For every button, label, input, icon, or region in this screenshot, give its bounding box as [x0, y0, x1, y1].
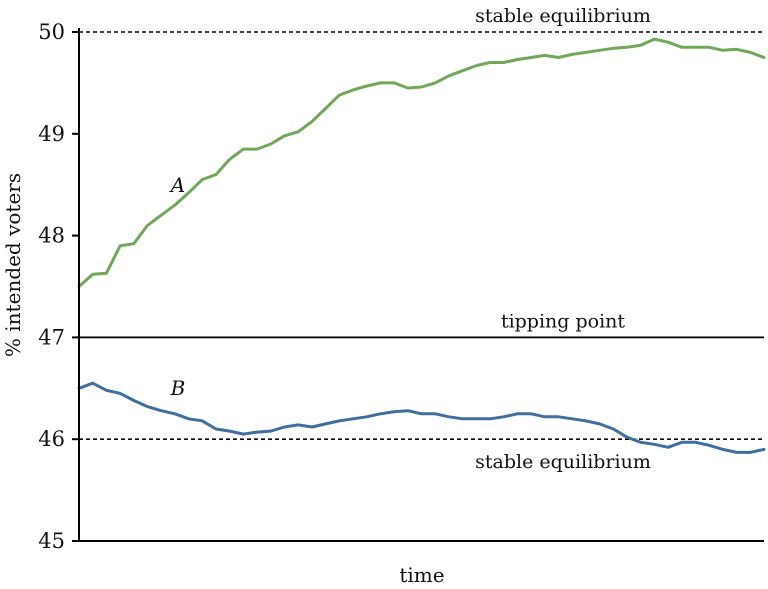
x-axis-label: time — [399, 563, 444, 587]
y-tick-label: 46 — [38, 427, 65, 451]
reference-line-label: stable equilibrium — [475, 5, 651, 27]
series-labels: AB — [169, 173, 186, 400]
reference-labels: stable equilibrium tipping point stable eq… — [475, 5, 651, 473]
y-tick-label: 48 — [38, 224, 65, 248]
y-tick-label: 50 — [38, 20, 65, 44]
series-layer — [77, 37, 766, 454]
series-line-B — [77, 381, 766, 454]
y-axis-label: % intended voters — [1, 173, 25, 357]
reference-line-label: stable equilibrium — [475, 451, 651, 473]
y-ticks: 45 46 47 48 49 50 — [38, 20, 79, 553]
axes — [78, 28, 764, 542]
reference-lines — [79, 31, 764, 441]
series-label-A: A — [169, 173, 185, 197]
y-tick-label: 45 — [38, 529, 65, 553]
y-tick-label: 47 — [38, 325, 65, 349]
reference-line-label: tipping point — [501, 310, 625, 332]
series-label-B: B — [170, 376, 186, 400]
series-line-A — [77, 37, 766, 288]
y-tick-label: 49 — [38, 122, 65, 146]
